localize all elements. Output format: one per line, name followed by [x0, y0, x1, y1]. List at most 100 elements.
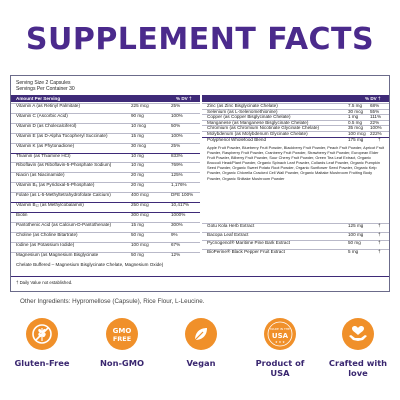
nutrient-amount: 225 mcg [131, 103, 149, 108]
nutrient-dv: 1000% [171, 211, 186, 217]
nutrient-dv: 125% [171, 172, 183, 178]
nutrient-name: Vitamin A (as Retinyl Palmitate) [16, 103, 80, 108]
other-ingredients: Other Ingredients: Hypromellose (Capsule… [20, 298, 205, 305]
nutrient-dv: 67% [171, 241, 181, 247]
nutrient-dv: 100% [370, 125, 382, 131]
nutrient-amount: 1 mg [348, 114, 359, 120]
badge-label: Vegan [186, 358, 216, 368]
badge-product-of-usa: MADE IN THE USA ★ ★ ★ Product of USA [245, 318, 315, 378]
nutrient-amount: 30 mcg [348, 108, 364, 114]
blend-dv: † [378, 137, 381, 142]
nutrient-name: Pycnogenol® Maritime Pine Bark Extract [207, 240, 291, 246]
nutrient-amount: 250 mcg [131, 202, 149, 207]
nutrient-dv: 100% [171, 112, 183, 118]
leaf-icon [185, 318, 217, 350]
daily-value-footnote: † Daily Value not established. [16, 280, 73, 285]
nutrient-name: Copper (as Copper Bisglycinate Chelate) [207, 114, 291, 120]
nutrient-row: Thiamin (as Thiamine HCl) 10 mg 833% [11, 152, 200, 158]
nutrient-row: Folate (as L-5-Methyltetrahydrofolate Ca… [11, 192, 200, 197]
nutrient-amount: 100 mcg [348, 131, 366, 136]
nutrient-dv: † [378, 231, 381, 237]
nutrient-row: Vitamin K (as Phytonadione) 30 mcg 25% [11, 142, 200, 148]
nutrient-dv: 25% [171, 142, 181, 148]
nutrient-amount: 50 mg [131, 251, 144, 257]
nutrient-row: Choline (as Choline Bitartrate) 50 mg 9% [11, 231, 200, 237]
nutrient-amount: 125 mg [348, 223, 364, 228]
nutrient-dv: † [378, 223, 381, 228]
supplement-facts-panel: Serving Size 2 Capsules Servings Per Con… [10, 75, 390, 292]
nutrient-amount: 90 mg [131, 112, 144, 118]
usa-icon-text: USA [272, 332, 289, 340]
chelate-note: Chelate Buffered – Magnesium Bisglycinat… [16, 262, 164, 267]
nutrient-dv: 769% [171, 162, 183, 168]
blend-name: Polyphenol Wholefood Blend [207, 137, 266, 142]
nutrient-row: Vitamin E (as D-Alpha Tocopheryl Succina… [11, 132, 200, 138]
nutrient-dv: 22% [370, 119, 380, 125]
nutrient-dv: † [378, 248, 381, 254]
nutrient-name: Choline (as Choline Bitartrate) [16, 231, 78, 237]
hands-heart-icon [342, 318, 374, 350]
dv-header: % DV † [365, 96, 381, 101]
nutrient-name: Riboflavin (as Riboflavin-5-Phosphate So… [16, 162, 112, 168]
nutrient-amount: 5 mg [348, 248, 359, 254]
nutrient-row: Gotu Kola Herb Extract 125 mg † [202, 223, 389, 228]
page-title: SUPPLEMENT FACTS [25, 22, 375, 57]
nutrient-name: Selenium (as L-Selenomethionine) [207, 108, 278, 114]
nutrient-dv: 300% [171, 221, 183, 227]
nutrient-name: BioPerine® Black Pepper Fruit Extract [207, 248, 285, 254]
nutrient-name: Iodine (as Potassium Iodide) [16, 241, 75, 247]
nutrient-name: Chromium (as Chromium Nicotinate Glycina… [207, 125, 320, 131]
nutrient-dv: 55% [370, 108, 380, 114]
nutrient-row: Molybdenum (as Molybdenum Glycinate Chel… [202, 131, 389, 136]
nutrient-amount: 10 mg [131, 152, 144, 158]
nutrient-row: Niacin (as Niacinamide) 20 mg 125% [11, 172, 200, 177]
nutrient-amount: 50 mg [131, 231, 144, 237]
blend-row: Polyphenol Wholefood Blend 175 mg † [202, 137, 389, 142]
nutrient-name: Pantothenic Acid (as Calcium-D-Pantothen… [16, 221, 111, 227]
nutrient-amount: 10 mcg [131, 122, 147, 128]
wheat-crossed-icon [26, 318, 58, 350]
blend-amount: 175 mg [348, 137, 364, 142]
nutrient-name: Gotu Kola Herb Extract [207, 223, 255, 228]
nutrient-name: Manganese (as Manganese Bisglycinate Che… [207, 119, 309, 125]
badge-label: Gluten-Free [14, 358, 70, 368]
nutrient-amount: 15 mg [131, 221, 144, 227]
nutrient-row: Zinc (as Zinc Bisglycinate Chelate) 7.5 m… [202, 103, 389, 108]
nutrient-amount: 300 mcg [131, 211, 149, 217]
nutrient-row: Manganese (as Manganese Bisglycinate Che… [202, 119, 389, 125]
serving-size: Serving Size 2 Capsules [16, 80, 71, 86]
nutrient-name: Vitamin K (as Phytonadione) [16, 142, 75, 148]
nutrient-name: Vitamin C (Ascorbic Acid) [16, 112, 68, 118]
badge-crafted-with-love: Crafted with love [323, 318, 393, 378]
nutrient-dv: 100% [171, 132, 183, 138]
nutrient-amount: 35 mcg [348, 125, 364, 131]
nutrient-row: Riboflavin (as Riboflavin-5-Phosphate So… [11, 162, 200, 167]
nutrient-amount: 20 mg [131, 172, 144, 178]
nutrient-dv: 50% [171, 122, 181, 128]
nutrient-name: Thiamin (as Thiamine HCl) [16, 152, 71, 158]
nutrient-amount: 20 mg [131, 182, 144, 188]
blend-ingredients: Apple Fruit Powder, Blueberry Fruit Powd… [207, 145, 385, 181]
badge-non-gmo: GMO FREE Non-GMO [87, 318, 157, 368]
nutrient-name: Vitamin D (as Cholecalciferol) [16, 122, 77, 128]
nutrient-dv: 68% [370, 103, 380, 108]
nutrient-row: Vitamin D (as Cholecalciferol) 10 mcg 50% [11, 122, 200, 128]
nutrient-name: Vitamin E (as D-Alpha Tocopheryl Succina… [16, 132, 108, 138]
nutrient-row: Pantothenic Acid (as Calcium-D-Pantothen… [11, 221, 200, 227]
badge-label: Product of USA [255, 358, 305, 378]
nutrient-row: Pycnogenol® Maritime Pine Bark Extract 50… [202, 240, 389, 245]
nutrient-row: Copper (as Copper Bisglycinate Chelate) 1… [202, 114, 389, 119]
nutrient-row: Bacopa Leaf Extract 100 mg † [202, 231, 389, 237]
badge-gluten-free: Gluten-Free [7, 318, 77, 368]
badge-vegan: Vegan [166, 318, 236, 368]
dv-header: % DV † [176, 96, 192, 101]
badge-row: Gluten-Free GMO FREE Non-GMO Vegan MADE … [0, 318, 400, 400]
nutrient-amount: 10 mg [131, 162, 144, 168]
nutrient-dv: 9% [171, 231, 178, 237]
nutrient-row: Vitamin C (Ascorbic Acid) 90 mg 100% [11, 112, 200, 118]
nutrient-amount: 400 mcg [131, 192, 149, 198]
nutrient-amount: 50 mg [348, 240, 361, 246]
nutrient-name: Zinc (as Zinc Bisglycinate Chelate) [207, 103, 278, 108]
nutrient-dv: 1,176% [171, 182, 187, 188]
nutrient-row: BioPerine® Black Pepper Fruit Extract 5 m… [202, 248, 389, 254]
